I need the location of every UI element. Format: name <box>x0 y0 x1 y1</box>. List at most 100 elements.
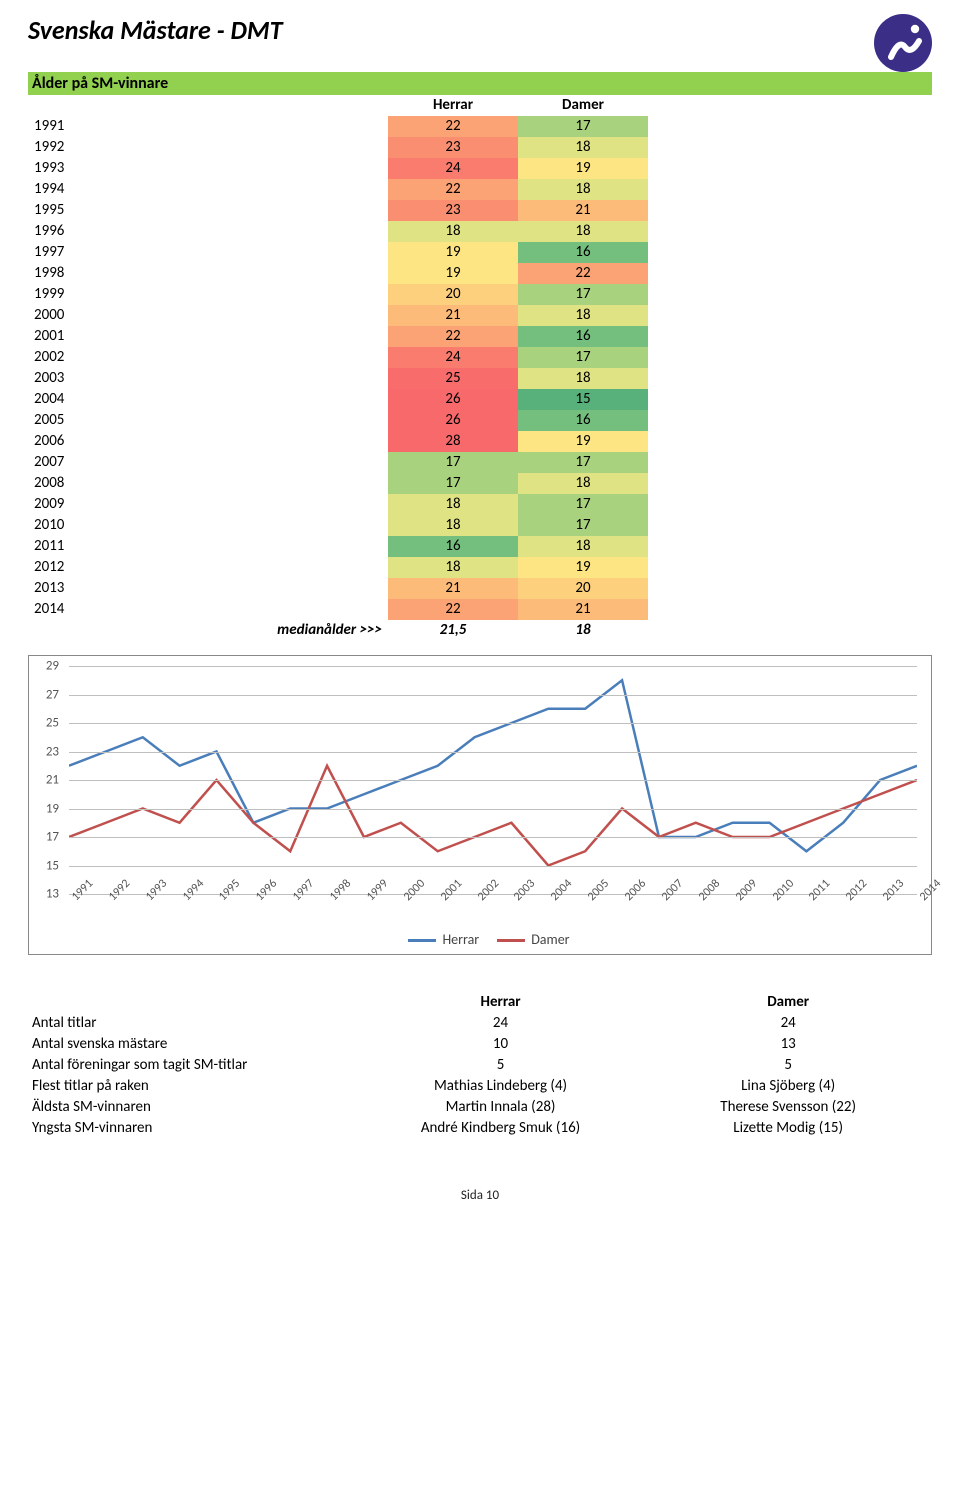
line-chart: 131517192123252729 199119921993199419951… <box>28 655 932 955</box>
stats-row: Flest titlar på rakenMathias Lindeberg (… <box>28 1075 932 1096</box>
table-row: 20132120 <box>28 578 932 599</box>
damer-cell: 18 <box>518 179 648 200</box>
damer-cell: 21 <box>518 200 648 221</box>
damer-cell: 18 <box>518 221 648 242</box>
damer-cell: 18 <box>518 305 648 326</box>
table-row: 19961818 <box>28 221 932 242</box>
herrar-cell: 24 <box>388 158 518 179</box>
year-cell: 2004 <box>28 389 388 410</box>
table-row: 20091817 <box>28 494 932 515</box>
table-row: 19981922 <box>28 263 932 284</box>
col-header: Herrar <box>388 95 518 116</box>
herrar-cell: 21 <box>388 305 518 326</box>
stats-label: Äldsta SM-vinnaren <box>28 1096 357 1117</box>
herrar-cell: 26 <box>388 410 518 431</box>
stats-herrar: André Kindberg Smuk (16) <box>357 1117 645 1138</box>
stats-label: Antal svenska mästare <box>28 1033 357 1054</box>
stats-label: Antal titlar <box>28 1012 357 1033</box>
table-row: 20071717 <box>28 452 932 473</box>
herrar-cell: 18 <box>388 557 518 578</box>
herrar-cell: 24 <box>388 347 518 368</box>
stats-damer: 13 <box>644 1033 932 1054</box>
year-cell: 1996 <box>28 221 388 242</box>
legend-label: Herrar <box>442 931 479 948</box>
herrar-cell: 22 <box>388 326 518 347</box>
age-table: HerrarDamer19912217199223181993241919942… <box>28 95 932 641</box>
stats-table: HerrarDamerAntal titlar2424Antal svenska… <box>28 991 932 1138</box>
stats-label: Antal föreningar som tagit SM-titlar <box>28 1054 357 1075</box>
table-row: 19922318 <box>28 137 932 158</box>
herrar-cell: 19 <box>388 242 518 263</box>
page-footer: Sida 10 <box>28 1188 932 1203</box>
table-row: 19952321 <box>28 200 932 221</box>
damer-cell: 17 <box>518 452 648 473</box>
year-cell: 2007 <box>28 452 388 473</box>
table-row: 20052616 <box>28 410 932 431</box>
herrar-cell: 21 <box>388 578 518 599</box>
year-cell: 2014 <box>28 599 388 620</box>
table-row: 20022417 <box>28 347 932 368</box>
herrar-cell: 17 <box>388 452 518 473</box>
table-row: 19992017 <box>28 284 932 305</box>
damer-cell: 16 <box>518 410 648 431</box>
year-cell: 2010 <box>28 515 388 536</box>
stats-damer: Therese Svensson (22) <box>644 1096 932 1117</box>
stats-row: Yngsta SM-vinnarenAndré Kindberg Smuk (1… <box>28 1117 932 1138</box>
year-cell: 1993 <box>28 158 388 179</box>
herrar-cell: 16 <box>388 536 518 557</box>
year-cell: 1994 <box>28 179 388 200</box>
damer-cell: 16 <box>518 326 648 347</box>
stats-row: Antal föreningar som tagit SM-titlar55 <box>28 1054 932 1075</box>
year-cell: 1997 <box>28 242 388 263</box>
stats-herrar: Martin Innala (28) <box>357 1096 645 1117</box>
stats-damer: Lizette Modig (15) <box>644 1117 932 1138</box>
median-damer: 18 <box>518 620 648 641</box>
damer-cell: 19 <box>518 557 648 578</box>
damer-cell: 18 <box>518 536 648 557</box>
table-row: 20121819 <box>28 557 932 578</box>
year-cell: 1999 <box>28 284 388 305</box>
damer-cell: 18 <box>518 473 648 494</box>
damer-cell: 17 <box>518 347 648 368</box>
table-row: 20101817 <box>28 515 932 536</box>
org-logo <box>874 14 932 72</box>
damer-cell: 20 <box>518 578 648 599</box>
damer-cell: 17 <box>518 284 648 305</box>
year-cell: 1995 <box>28 200 388 221</box>
median-herrar: 21,5 <box>388 620 518 641</box>
stats-row: Antal titlar2424 <box>28 1012 932 1033</box>
herrar-cell: 18 <box>388 515 518 536</box>
year-cell: 2001 <box>28 326 388 347</box>
year-cell: 2003 <box>28 368 388 389</box>
damer-cell: 17 <box>518 494 648 515</box>
stats-label: Yngsta SM-vinnaren <box>28 1117 357 1138</box>
year-cell: 2000 <box>28 305 388 326</box>
herrar-cell: 22 <box>388 179 518 200</box>
damer-cell: 17 <box>518 515 648 536</box>
table-row: 20032518 <box>28 368 932 389</box>
table-row: 19912217 <box>28 116 932 137</box>
table-row: 19971916 <box>28 242 932 263</box>
herrar-cell: 20 <box>388 284 518 305</box>
herrar-cell: 18 <box>388 221 518 242</box>
stats-col-header: Herrar <box>357 991 645 1012</box>
stats-row: Äldsta SM-vinnarenMartin Innala (28)Ther… <box>28 1096 932 1117</box>
year-cell: 1991 <box>28 116 388 137</box>
year-cell: 1998 <box>28 263 388 284</box>
stats-damer: 5 <box>644 1054 932 1075</box>
herrar-cell: 22 <box>388 599 518 620</box>
herrar-cell: 19 <box>388 263 518 284</box>
median-label: medianålder >>> <box>28 620 388 641</box>
herrar-cell: 26 <box>388 389 518 410</box>
table-row: 20081718 <box>28 473 932 494</box>
stats-herrar: 5 <box>357 1054 645 1075</box>
stats-herrar: Mathias Lindeberg (4) <box>357 1075 645 1096</box>
year-cell: 1992 <box>28 137 388 158</box>
stats-damer: 24 <box>644 1012 932 1033</box>
stats-herrar: 24 <box>357 1012 645 1033</box>
year-cell: 2011 <box>28 536 388 557</box>
year-cell: 2006 <box>28 431 388 452</box>
herrar-cell: 28 <box>388 431 518 452</box>
damer-cell: 19 <box>518 158 648 179</box>
year-cell: 2005 <box>28 410 388 431</box>
